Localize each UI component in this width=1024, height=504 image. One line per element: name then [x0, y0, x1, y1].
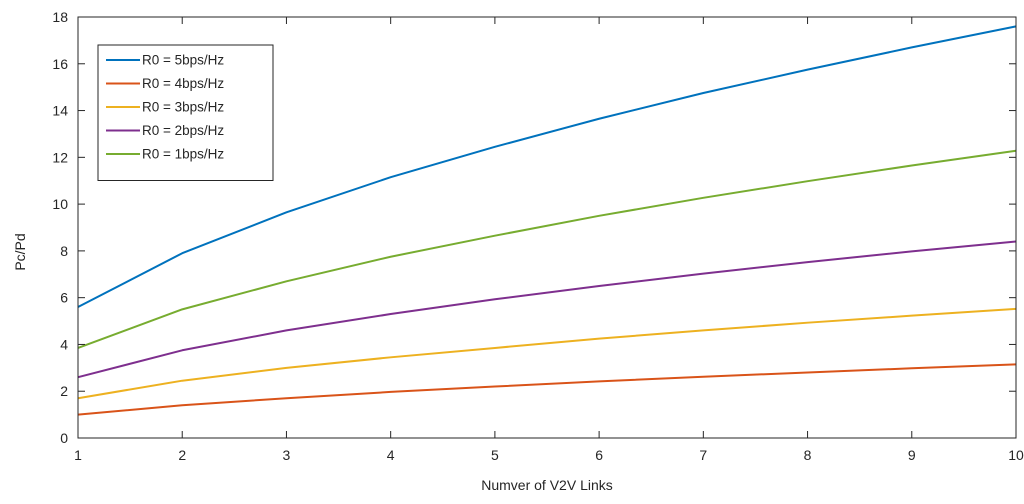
x-tick-label: 8 — [804, 447, 812, 463]
legend-label-2: R0 = 4bps/Hz — [142, 76, 224, 91]
y-tick-label: 16 — [52, 56, 68, 72]
series-line-2 — [77, 363, 1017, 416]
series-line-5 — [77, 149, 1017, 349]
x-tick-label: 7 — [699, 447, 707, 463]
legend-label-1: R0 = 5bps/Hz — [142, 53, 224, 68]
x-tick-label: 4 — [387, 447, 395, 463]
y-tick-label: 14 — [52, 103, 68, 119]
y-tick-label: 12 — [52, 149, 68, 165]
y-tick-label: 8 — [60, 243, 68, 259]
y-axis-label: Pc/Pd — [12, 233, 28, 270]
legend-label-5: R0 = 1bps/Hz — [142, 147, 224, 162]
x-tick-label: 6 — [595, 447, 603, 463]
x-tick-label: 1 — [74, 447, 82, 463]
x-tick-label: 2 — [178, 447, 186, 463]
series-line-3 — [77, 307, 1017, 400]
x-tick-label: 5 — [491, 447, 499, 463]
y-tick-label: 2 — [60, 383, 68, 399]
legend-label-4: R0 = 2bps/Hz — [142, 123, 224, 138]
legend-label-3: R0 = 3bps/Hz — [142, 100, 224, 115]
x-tick-label: 3 — [283, 447, 291, 463]
y-tick-label: 18 — [52, 9, 68, 25]
x-tick-label: 9 — [908, 447, 916, 463]
legend-box — [97, 44, 274, 181]
series-line-1 — [77, 25, 1017, 308]
x-tick-label: 10 — [1008, 447, 1024, 463]
x-axis-label: Numver of V2V Links — [481, 477, 613, 493]
y-tick-label: 4 — [60, 336, 68, 352]
axes-box — [77, 16, 1017, 439]
series-line-4 — [77, 240, 1017, 379]
y-tick-label: 0 — [60, 430, 68, 446]
y-tick-label: 10 — [52, 196, 68, 212]
y-tick-label: 6 — [60, 290, 68, 306]
